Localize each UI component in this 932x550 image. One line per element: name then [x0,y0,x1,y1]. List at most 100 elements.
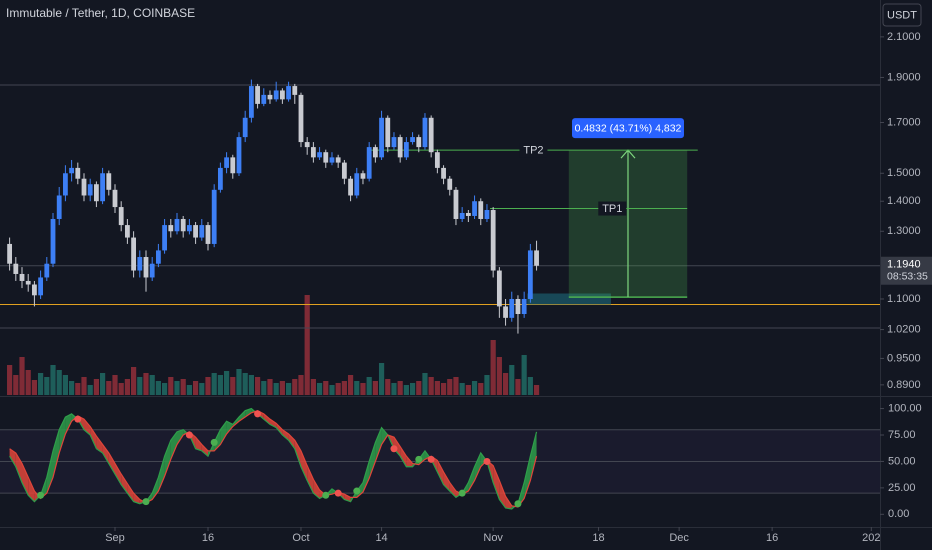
candle-body [410,137,415,143]
y-tick-label: 75.00 [888,429,916,441]
ribbon-segment [300,450,308,481]
cross-dot [514,500,522,508]
volume-bar [292,379,298,395]
candle-body [124,225,130,238]
volume-bar [273,383,279,395]
volume-bar [161,383,168,395]
volume-bar [168,377,174,395]
cross-dot [185,431,193,439]
volume-bar [409,383,416,395]
volume-bar [428,377,434,395]
tp-label-bg [598,201,627,216]
cross-dot [254,410,262,418]
volume-bar [316,383,323,395]
candle-body [193,225,198,238]
y-tick-label: 1.3000 [887,225,921,237]
candle-body [484,210,490,219]
volume-bar [118,383,124,395]
volume-bar [378,363,385,395]
cross-dot [210,438,218,446]
ribbon-segment [350,491,357,502]
ribbon-segment [282,429,289,441]
volume-bar [310,379,316,395]
y-tick-label: 0.9500 [887,352,921,364]
ribbon-segment [158,456,165,492]
y-tick-label: 1.7000 [887,116,921,128]
candle-body [56,195,62,219]
cross-dot [458,489,466,497]
volume-bar [298,375,304,395]
candle-body [515,298,521,314]
ribbon-segment [15,452,23,483]
candle-body [100,173,105,202]
y-tick-label: 0.8900 [887,379,921,391]
volume-bar [248,375,254,395]
ribbon-segment [294,440,301,467]
ribbon-segment [288,433,295,449]
volume-bar [31,380,38,395]
candle-body [490,210,496,271]
volume-bar [496,357,502,395]
volume-bar [7,365,13,395]
candle-body [459,212,465,219]
candle-body [317,152,322,158]
candle-body [273,90,279,100]
cross-dot [37,491,45,499]
tp-label: TP1 [602,203,622,215]
candle-body [403,142,409,158]
volume-bar [199,383,205,395]
candle-body [242,117,248,138]
candle-body [19,273,25,281]
candle-body [422,117,428,148]
volume-bar [242,373,248,395]
volume-bar [416,381,422,395]
candle-body [310,147,316,158]
candle-body [131,237,136,271]
candle-body [180,218,186,232]
y-tick-label: 2.1000 [887,31,921,43]
ribbon-segment [164,440,171,477]
candle-body [292,86,298,95]
candle-body [32,284,37,296]
candle-body [354,173,360,196]
x-tick-label: 202 [862,532,880,544]
volume-bar [515,379,521,395]
oscillator-line [9,410,538,508]
volume-bar [25,370,31,395]
cross-dot [74,415,82,423]
ribbon-segment [46,450,54,494]
currency-box[interactable] [882,3,922,27]
volume-bar [385,379,391,395]
volume-bar [38,373,44,395]
ribbon-segment [493,465,500,500]
ribbon-segment [195,437,202,451]
candle-body [75,167,81,179]
ribbon-segment [22,463,29,496]
candle-body [7,243,13,264]
ribbon-segment [238,410,246,422]
volume-bar [509,365,515,395]
cross-dot [483,457,491,465]
candle-body [298,94,304,143]
volume-bar [99,373,106,395]
volume-bar [112,375,118,395]
volume-bar [19,357,25,395]
ribbon-segment [121,474,128,494]
y-tick-label: 1.1000 [887,293,921,305]
candle-body [397,137,403,158]
volume-bar [205,377,211,395]
volume-bar [434,381,440,395]
ribbon-segment [226,421,233,434]
candle-body [224,157,229,168]
ribbon-segment [437,460,444,485]
ribbon-segment [220,421,227,445]
candle-body [385,117,391,148]
volume-bar [261,381,267,395]
y-tick-label: 0.00 [888,508,909,520]
ribbon-segment [28,477,35,502]
candle-body [44,263,50,278]
volume-bar [192,381,199,395]
ribbon-segment [313,479,320,499]
ribbon-segment [530,431,537,481]
candle-body [162,225,167,251]
